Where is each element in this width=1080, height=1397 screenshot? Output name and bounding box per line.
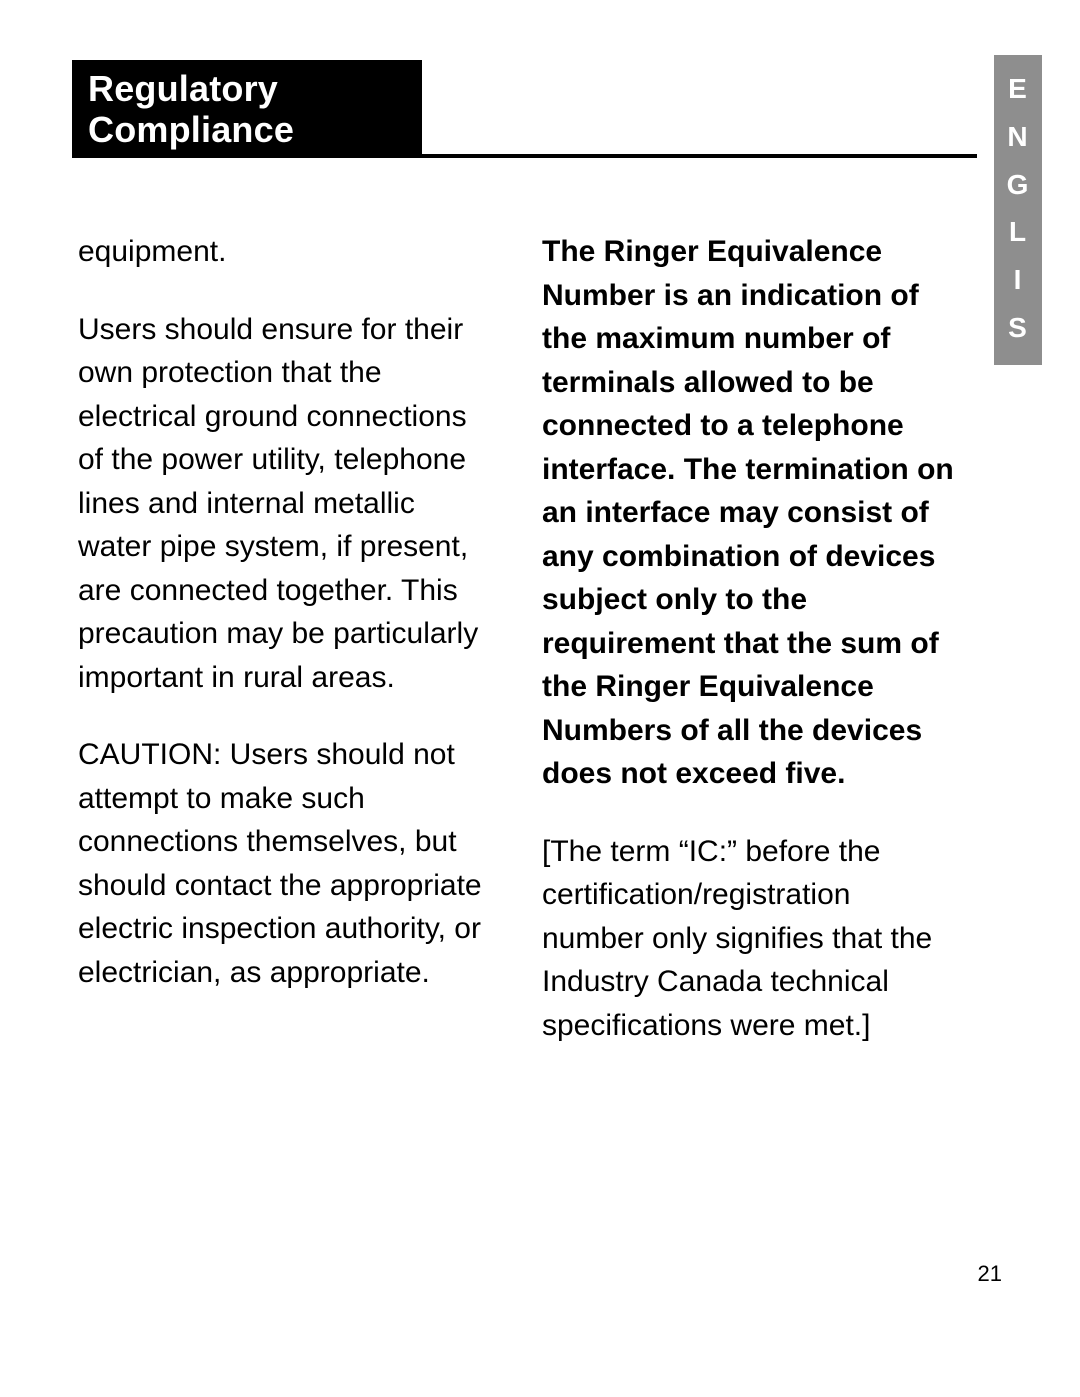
left-column: equipment. Users should ensure for their…	[78, 230, 494, 1081]
body-paragraph: Users should ensure for their own protec…	[78, 308, 494, 700]
body-paragraph: [The term “IC:” before the certification…	[542, 830, 958, 1048]
body-paragraph-bold: The Ringer Equivalence Number is an indi…	[542, 230, 958, 796]
lang-letter: L	[1009, 212, 1027, 252]
lang-letter: N	[1007, 117, 1028, 157]
section-header-line2: Compliance	[88, 109, 406, 150]
right-column: The Ringer Equivalence Number is an indi…	[542, 230, 958, 1081]
lang-letter: H	[1007, 356, 1028, 396]
page-number: 21	[978, 1261, 1002, 1287]
body-paragraph: CAUTION: Users should not attempt to mak…	[78, 733, 494, 994]
lang-letter: S	[1008, 308, 1028, 348]
header-rule	[422, 154, 977, 158]
section-header: Regulatory Compliance	[72, 60, 422, 158]
body-columns: equipment. Users should ensure for their…	[78, 230, 958, 1081]
section-header-line1: Regulatory	[88, 68, 406, 109]
lang-letter: I	[1014, 260, 1023, 300]
body-paragraph: equipment.	[78, 230, 494, 274]
lang-letter: G	[1007, 165, 1030, 205]
language-tab: E N G L I S H	[994, 55, 1042, 365]
lang-letter: E	[1008, 69, 1028, 109]
